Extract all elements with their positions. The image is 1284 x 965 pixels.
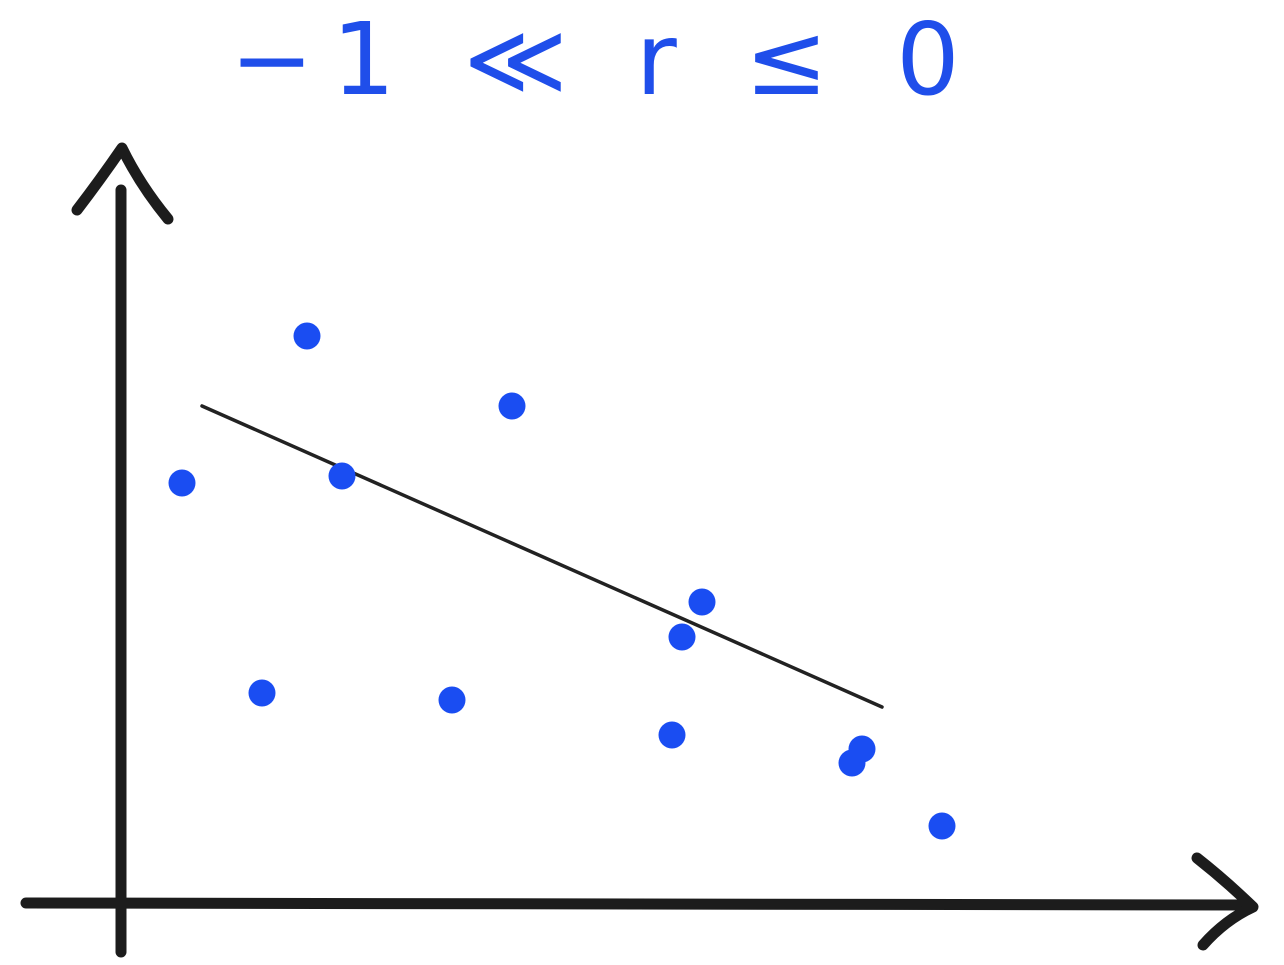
data-point: [848, 735, 876, 763]
data-point: [688, 588, 716, 616]
data-point: [328, 462, 356, 490]
data-point: [498, 392, 526, 420]
trend-line-group: [200, 404, 884, 709]
x-axis-line: [20, 897, 1256, 911]
data-point: [438, 686, 466, 714]
y-axis-arrowhead: [71, 142, 174, 225]
data-point: [658, 721, 686, 749]
axes: [20, 142, 1259, 958]
x-axis-arrowhead: [1191, 852, 1259, 951]
data-point: [293, 322, 321, 350]
data-point: [668, 623, 696, 651]
chart-title: −1 ≪ r ≤ 0: [230, 1, 978, 118]
trend-line: [200, 404, 884, 709]
data-point: [248, 679, 276, 707]
data-points: [168, 322, 956, 840]
data-point: [928, 812, 956, 840]
data-point: [168, 469, 196, 497]
